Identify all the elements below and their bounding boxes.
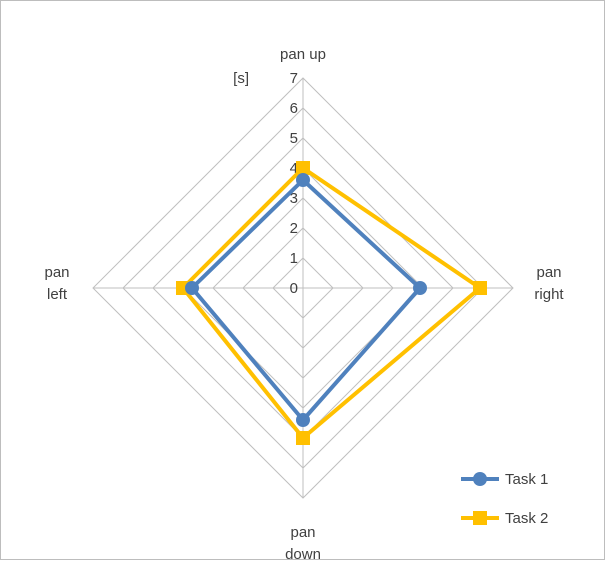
tick-label-0: 0 bbox=[290, 280, 298, 297]
point-task-1-left bbox=[185, 281, 199, 295]
series bbox=[176, 161, 487, 445]
legend-marker-task-1 bbox=[473, 472, 487, 486]
tick-label-3: 3 bbox=[290, 190, 298, 207]
unit-label: [s] bbox=[233, 70, 249, 87]
tick-label-7: 7 bbox=[290, 70, 298, 87]
legend-marker-task-2 bbox=[473, 511, 487, 525]
point-task-1-up bbox=[296, 173, 310, 187]
tick-label-4: 4 bbox=[290, 160, 298, 177]
point-task-2-down bbox=[296, 431, 310, 445]
point-task-2-up bbox=[296, 161, 310, 175]
point-task-2-right bbox=[473, 281, 487, 295]
axis-labels: pan up pan right pan down pan left bbox=[44, 46, 564, 561]
axis-label-up: pan up bbox=[280, 46, 326, 63]
tick-label-6: 6 bbox=[290, 100, 298, 117]
point-task-1-down bbox=[296, 413, 310, 427]
tick-label-2: 2 bbox=[290, 220, 298, 237]
point-task-1-right bbox=[413, 281, 427, 295]
series-line-task-1 bbox=[190, 178, 422, 422]
tick-labels: 0 1 2 3 4 5 6 7 bbox=[290, 70, 298, 297]
legend-label-task-2: Task 2 bbox=[505, 510, 548, 527]
tick-label-5: 5 bbox=[290, 130, 298, 147]
tick-label-1: 1 bbox=[290, 250, 298, 267]
axis-label-down: pan down bbox=[285, 524, 321, 561]
axis-label-left: pan left bbox=[44, 264, 69, 303]
axis-label-right: pan right bbox=[534, 264, 564, 303]
legend: Task 1 Task 2 bbox=[461, 471, 548, 527]
legend-label-task-1: Task 1 bbox=[505, 471, 548, 488]
